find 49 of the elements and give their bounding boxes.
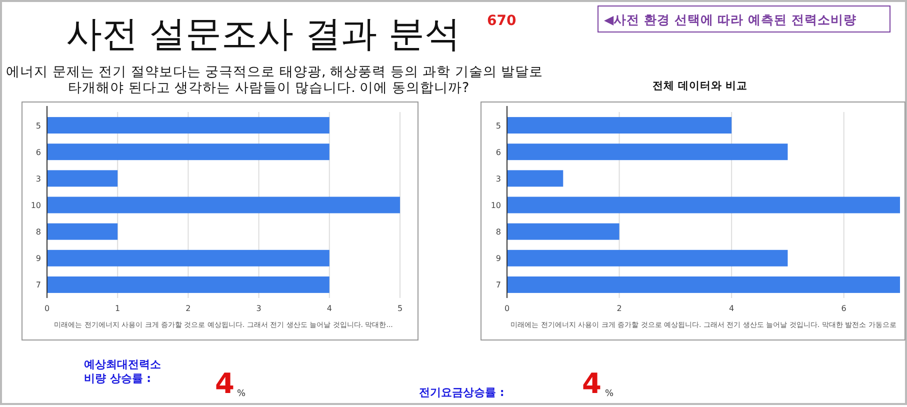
y-tick-label: 3 (496, 174, 501, 184)
x-tick-label: 0 (44, 304, 50, 313)
y-tick-label: 6 (496, 148, 501, 157)
text: 4 (582, 367, 602, 400)
y-tick-label: 10 (490, 201, 501, 210)
chart-title: 전체 데이터와 비교 (652, 80, 748, 92)
y-tick-label: 5 (36, 121, 41, 130)
y-tick-label: 7 (496, 280, 501, 290)
bar (507, 223, 620, 240)
bar (47, 223, 118, 240)
x-tick-label: 1 (115, 304, 120, 313)
chart-subtitle: 에너지 문제는 전기 절약보다는 궁극적으로 태양광, 해상풍력 등의 과학 기술의 발달로 타개해야 된다고 생각하는 사람들이 많습니다. 이에 동의합니까? (6, 64, 544, 96)
bar (507, 117, 732, 134)
x-tick-label: 4 (326, 304, 332, 313)
bar (47, 117, 330, 134)
chart-title: 사전 설문조사 결과 분석 (66, 14, 460, 55)
bar (507, 170, 564, 187)
y-tick-label: 9 (496, 254, 501, 264)
text: 전기요금상승률 : (419, 386, 504, 399)
bar (47, 144, 330, 160)
bar (507, 144, 788, 160)
y-tick-label: 8 (36, 228, 41, 237)
x-tick-label: 4 (729, 304, 734, 313)
bar (507, 196, 900, 214)
x-tick-label: 6 (841, 304, 846, 313)
text: 4 (215, 367, 234, 400)
x-tick-label: 3 (256, 304, 262, 313)
y-tick-label: 6 (36, 148, 41, 157)
x-tick-label: 2 (616, 304, 622, 313)
bar (507, 250, 788, 266)
bar (47, 276, 330, 293)
bar (47, 170, 118, 187)
bar (47, 250, 330, 266)
y-tick-label: 7 (36, 280, 41, 290)
text: % (237, 389, 246, 399)
bar (507, 276, 900, 293)
text: 670 (487, 13, 516, 29)
text: ◀사전 환경 선택에 따라 예측된 전력소비량 (604, 12, 856, 27)
x-tick-label: 0 (504, 304, 510, 313)
y-tick-label: 10 (30, 201, 41, 210)
y-tick-label: 9 (36, 254, 41, 264)
x-tick-label: 2 (186, 304, 191, 313)
y-tick-label: 3 (36, 174, 41, 184)
y-tick-label: 5 (496, 121, 501, 130)
x-tick-label: 5 (397, 304, 403, 313)
text: 예상최대전력소 비량 상승률 : (84, 358, 161, 385)
y-tick-label: 8 (496, 228, 501, 237)
text: % (605, 389, 614, 399)
bar (47, 196, 400, 214)
